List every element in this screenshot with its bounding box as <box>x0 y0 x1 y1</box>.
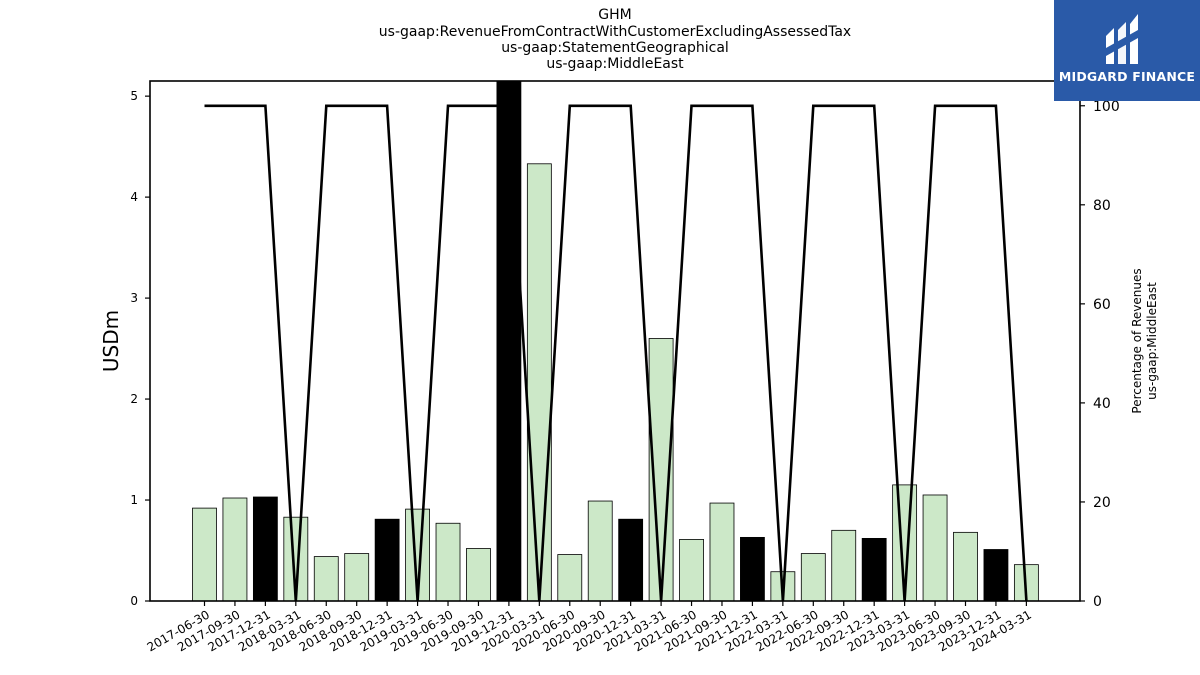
y-axis-label: USDm <box>99 310 123 372</box>
bar-2017-09-30 <box>222 497 248 602</box>
bar-2023-06-30 <box>922 494 948 602</box>
chart-title-line-4: us-gaap:MiddleEast <box>546 56 684 72</box>
bar-2018-12-31 <box>374 518 400 602</box>
bar-2019-12-31 <box>496 80 522 602</box>
bar-2023-09-30 <box>953 531 978 602</box>
bar-2022-12-31 <box>861 537 887 602</box>
y-left-tick-label: 0 <box>130 594 138 608</box>
midgard-logo-icon <box>1106 14 1138 64</box>
bar-2022-09-30 <box>831 529 857 602</box>
chart-title-line-3: us-gaap:StatementGeographical <box>501 40 729 56</box>
bar-2023-12-31 <box>983 549 1009 602</box>
bar-2021-09-30 <box>709 502 735 602</box>
percentage-line <box>204 104 1028 602</box>
bar-2020-03-31 <box>526 163 552 602</box>
plot-frame <box>149 80 1081 602</box>
y-left-tick-label: 5 <box>130 89 138 103</box>
bar-2019-06-30 <box>435 522 461 602</box>
bar-2020-09-30 <box>587 500 613 602</box>
midgard-finance-logo: MIDGARD FINANCE <box>1054 0 1200 101</box>
y-right-tick-label: 60 <box>1093 297 1111 313</box>
bar-2018-06-30 <box>313 556 339 602</box>
logo-text: MIDGARD FINANCE <box>1058 69 1196 84</box>
bar-2019-09-30 <box>466 548 491 602</box>
y-right-tick-label: 80 <box>1093 198 1111 214</box>
y-right-tick-label: 20 <box>1093 495 1111 511</box>
y-left-tick-label: 4 <box>130 190 138 204</box>
bar-2017-12-31 <box>252 496 278 602</box>
y-right-axis-label-1: Percentage of Revenues <box>1130 268 1144 413</box>
bar-2020-06-30 <box>557 554 583 602</box>
bar-2017-06-30 <box>192 507 217 602</box>
bar-2022-06-30 <box>800 553 826 602</box>
y-right-tick-label: 0 <box>1093 594 1102 610</box>
y-right-axis-label-2: us-gaap:MiddleEast <box>1145 282 1159 400</box>
bar-2021-12-31 <box>740 536 765 602</box>
chart-title-line-1: GHM <box>598 7 632 23</box>
y-left-tick-label: 2 <box>130 392 138 406</box>
y-left-tick-label: 3 <box>130 291 138 305</box>
y-right-tick-label: 40 <box>1093 396 1111 412</box>
y-left-tick-label: 1 <box>130 493 138 507</box>
bar-2018-09-30 <box>344 553 370 602</box>
chart-title-line-2: us-gaap:RevenueFromContractWithCustomerE… <box>378 24 852 40</box>
y-right-tick-label: 100 <box>1093 99 1120 115</box>
bar-2021-06-30 <box>679 539 704 602</box>
bar-2020-12-31 <box>618 518 644 602</box>
